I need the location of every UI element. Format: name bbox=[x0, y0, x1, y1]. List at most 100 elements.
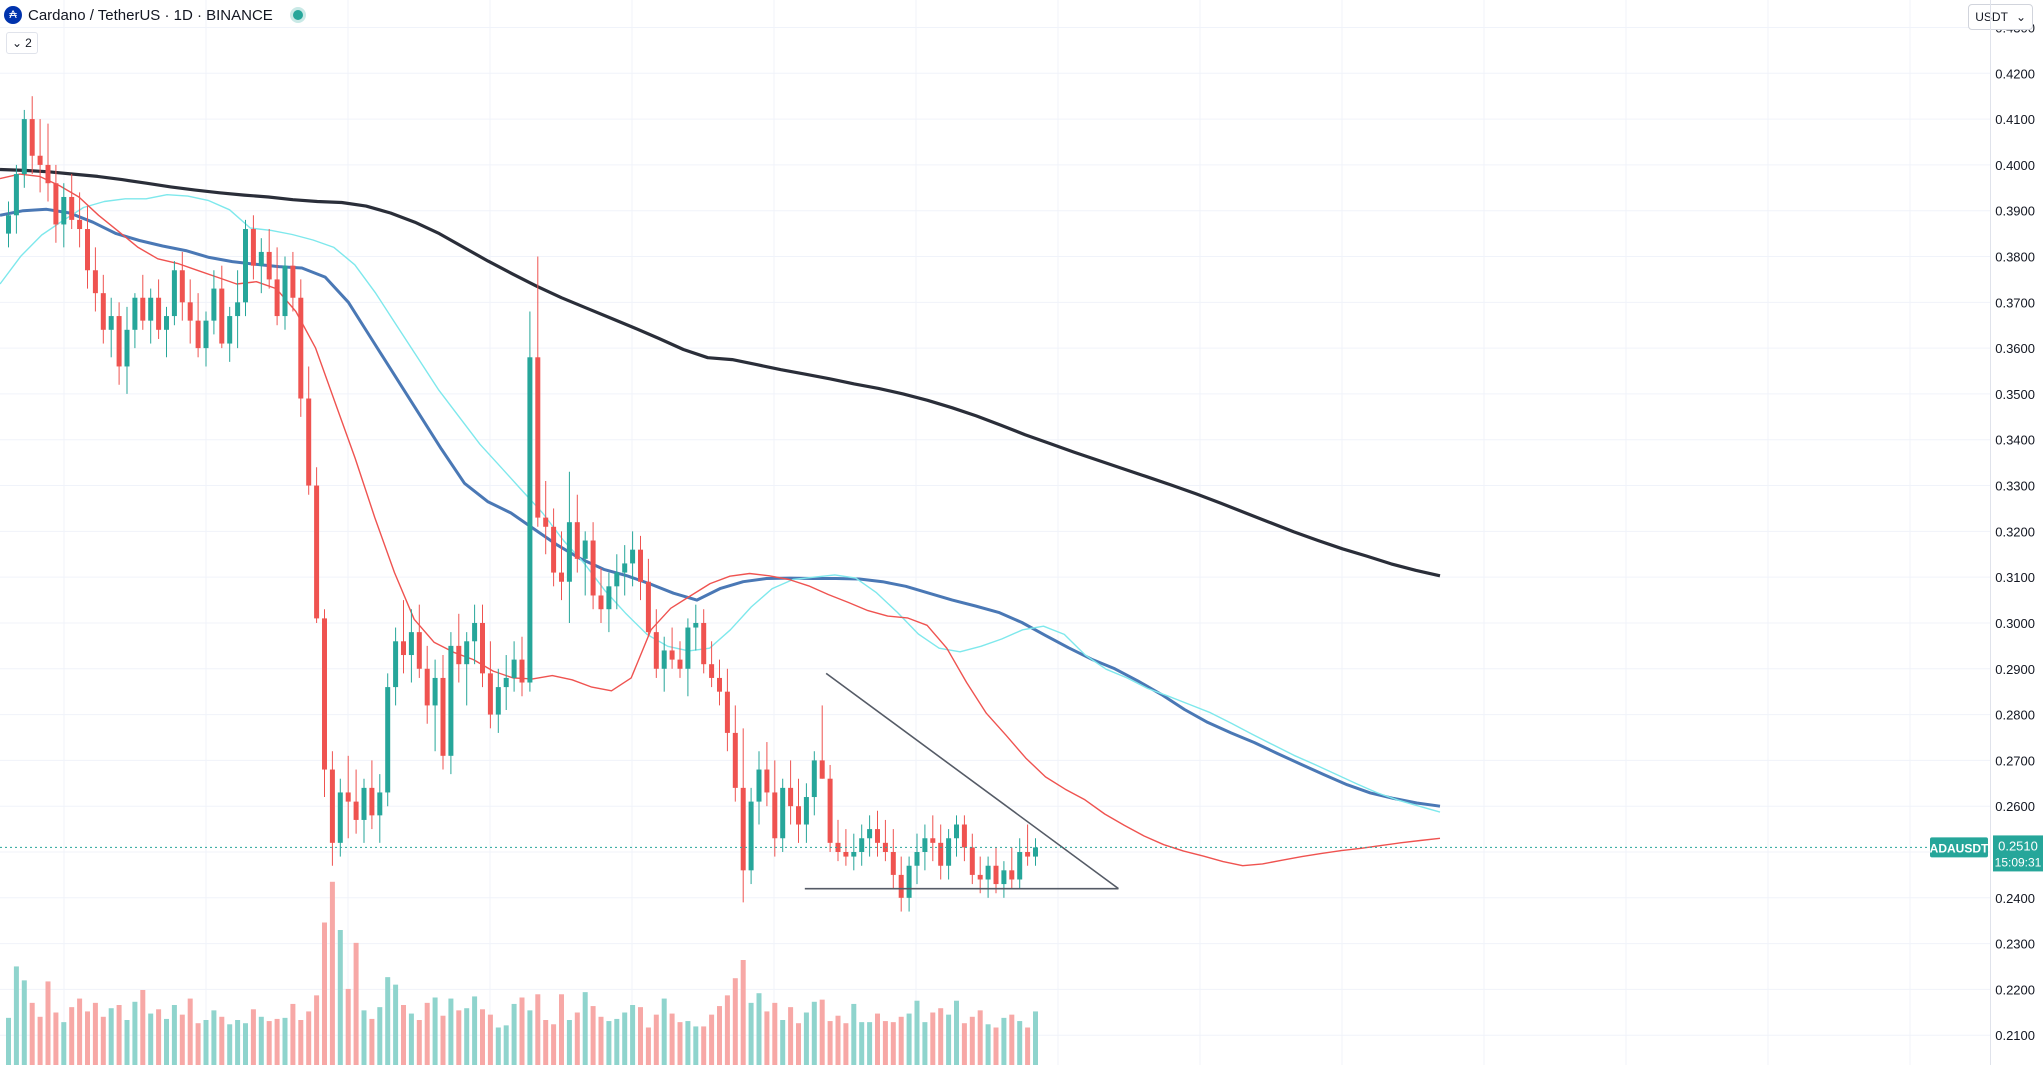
volume-bar bbox=[709, 1014, 715, 1065]
volume-bar bbox=[132, 1001, 138, 1065]
candle-body bbox=[140, 297, 146, 321]
volume-bar bbox=[69, 1007, 75, 1065]
candle-body bbox=[811, 760, 817, 798]
candle-body bbox=[179, 270, 185, 303]
candle-body bbox=[788, 787, 794, 807]
volume-bar bbox=[819, 999, 825, 1065]
volume-bar bbox=[92, 1002, 98, 1065]
candle-body bbox=[377, 792, 383, 816]
volume-bar bbox=[551, 1024, 557, 1065]
volume-bar bbox=[969, 1016, 975, 1065]
candle-body bbox=[803, 797, 809, 825]
volume-bar bbox=[448, 998, 454, 1065]
y-tick-label: 0.2700 bbox=[1995, 753, 2035, 768]
y-tick-label: 0.2100 bbox=[1995, 1028, 2035, 1043]
indicators-toggle-button[interactable]: ⌄ 2 bbox=[6, 32, 38, 54]
volume-bar bbox=[100, 1016, 106, 1065]
candle-body bbox=[551, 526, 557, 573]
volume-bar bbox=[21, 980, 27, 1065]
candle-body bbox=[306, 398, 312, 486]
candle-body bbox=[914, 852, 920, 866]
candle-body bbox=[867, 829, 873, 839]
candle-body bbox=[290, 265, 296, 298]
y-tick-label: 0.2900 bbox=[1995, 662, 2035, 677]
ma-line-ma200 bbox=[0, 167, 1441, 578]
volume-bar bbox=[164, 1018, 169, 1065]
candle-body bbox=[827, 778, 833, 843]
candle-body bbox=[503, 677, 509, 688]
volume-bar bbox=[606, 1021, 612, 1065]
volume-bar bbox=[456, 1010, 462, 1065]
y-tick-label: 0.2400 bbox=[1995, 891, 2035, 906]
volume-bar bbox=[543, 1020, 549, 1065]
ma-line-ma20 bbox=[0, 173, 1441, 867]
last-price-label: 0.2510 bbox=[1998, 838, 2038, 853]
volume-bar bbox=[148, 1013, 154, 1065]
candle-body bbox=[661, 650, 667, 669]
volume-bar bbox=[306, 1011, 312, 1065]
volume-bar bbox=[345, 988, 351, 1065]
candle-body bbox=[606, 586, 612, 610]
candle-body bbox=[574, 522, 580, 559]
volume-bar bbox=[764, 1011, 770, 1065]
volume-bar bbox=[519, 997, 525, 1065]
volume-bar bbox=[685, 1021, 691, 1065]
volume-bar bbox=[187, 998, 193, 1065]
volume-bar bbox=[322, 922, 327, 1065]
candle-body bbox=[1025, 852, 1031, 857]
volume-bar bbox=[211, 1010, 217, 1065]
candle-body bbox=[53, 183, 59, 225]
volume-bar bbox=[416, 1020, 422, 1065]
candle-body bbox=[590, 540, 596, 596]
candle-body bbox=[487, 673, 493, 715]
volume-bar bbox=[250, 1009, 256, 1065]
volume-bar bbox=[53, 1012, 59, 1065]
candle-body bbox=[1009, 870, 1015, 880]
candle-body bbox=[764, 769, 770, 793]
candle-body bbox=[677, 659, 683, 669]
y-tick-label: 0.2800 bbox=[1995, 708, 2035, 723]
volume-bar bbox=[788, 1007, 794, 1065]
candle-body bbox=[819, 760, 825, 779]
candle-body bbox=[724, 691, 730, 733]
volume-bar bbox=[867, 1022, 873, 1065]
candle-body bbox=[361, 787, 367, 820]
volume-bar bbox=[440, 1015, 446, 1065]
candle-body bbox=[282, 265, 288, 317]
candle-body bbox=[1017, 852, 1023, 880]
volume-bar bbox=[772, 1002, 778, 1065]
symbol-title[interactable]: Cardano / TetherUS · 1D · BINANCE bbox=[28, 6, 273, 24]
candle-body bbox=[685, 627, 691, 669]
volume-bar bbox=[882, 1021, 888, 1065]
candle-body bbox=[219, 288, 225, 344]
candle-body bbox=[92, 270, 98, 294]
volume-bar bbox=[930, 1012, 936, 1065]
volume-bar bbox=[748, 1002, 754, 1065]
candle-body bbox=[472, 622, 478, 642]
candle-body bbox=[416, 632, 422, 669]
volume-bar bbox=[566, 1020, 572, 1065]
y-tick-label: 0.3700 bbox=[1995, 295, 2035, 310]
cardano-logo-icon: ₳ bbox=[4, 6, 22, 24]
candle-body bbox=[938, 842, 944, 866]
candle-body bbox=[37, 155, 43, 165]
market-status-icon bbox=[292, 10, 303, 20]
currency-selector[interactable]: USDT ⌄ bbox=[1968, 4, 2033, 30]
volume-bar bbox=[290, 1003, 296, 1065]
volume-bar bbox=[669, 1013, 675, 1065]
volume-bar bbox=[614, 1018, 620, 1065]
candle-body bbox=[669, 650, 675, 660]
candle-body bbox=[859, 838, 865, 852]
candle-body bbox=[393, 641, 399, 688]
volume-bar bbox=[938, 1008, 944, 1065]
candle-body bbox=[156, 297, 162, 330]
volume-bar bbox=[116, 1005, 122, 1065]
candle-body bbox=[187, 302, 193, 321]
candle-body bbox=[440, 677, 446, 756]
candle-body bbox=[993, 865, 999, 885]
candle-body bbox=[250, 229, 256, 266]
candle-body bbox=[337, 792, 343, 843]
volume-bar bbox=[693, 1026, 699, 1065]
candle-body bbox=[1033, 847, 1038, 857]
